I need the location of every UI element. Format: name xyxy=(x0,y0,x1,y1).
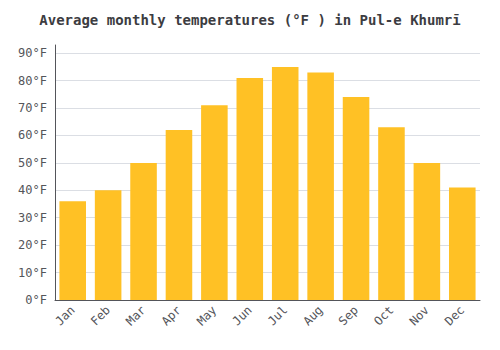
svg-text:90°F: 90°F xyxy=(18,46,47,60)
svg-text:30°F: 30°F xyxy=(18,211,47,225)
svg-text:Oct: Oct xyxy=(371,303,396,328)
svg-text:Average monthly temperatures (: Average monthly temperatures (°F ) in Pu… xyxy=(39,12,460,28)
svg-text:Jul: Jul xyxy=(265,303,290,328)
svg-text:40°F: 40°F xyxy=(18,183,47,197)
svg-text:Jan: Jan xyxy=(52,303,77,328)
svg-text:Dec: Dec xyxy=(442,303,467,328)
svg-text:0°F: 0°F xyxy=(25,293,47,307)
svg-text:Sep: Sep xyxy=(336,303,361,328)
svg-text:Nov: Nov xyxy=(407,303,432,328)
svg-text:Mar: Mar xyxy=(123,303,148,328)
svg-text:70°F: 70°F xyxy=(18,101,47,115)
svg-text:May: May xyxy=(194,303,219,328)
svg-text:Jun: Jun xyxy=(230,303,255,328)
svg-text:60°F: 60°F xyxy=(18,128,47,142)
svg-text:Feb: Feb xyxy=(88,303,113,328)
svg-text:80°F: 80°F xyxy=(18,74,47,88)
svg-text:10°F: 10°F xyxy=(18,266,47,280)
svg-text:20°F: 20°F xyxy=(18,238,47,252)
svg-text:50°F: 50°F xyxy=(18,156,47,170)
svg-text:Aug: Aug xyxy=(300,303,325,328)
svg-text:Apr: Apr xyxy=(159,303,184,328)
